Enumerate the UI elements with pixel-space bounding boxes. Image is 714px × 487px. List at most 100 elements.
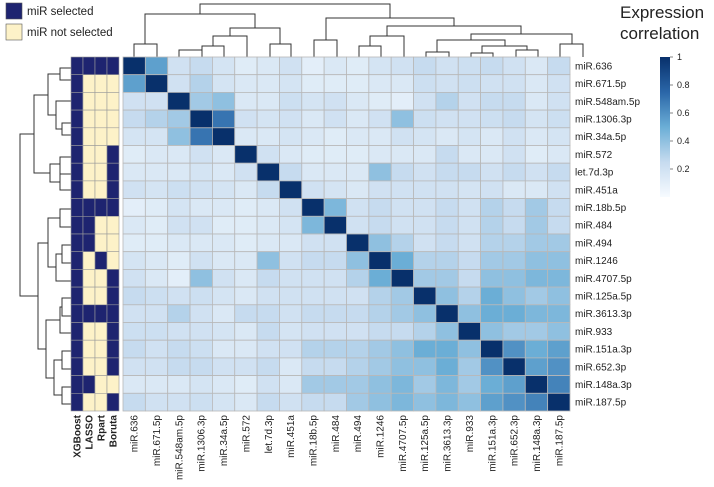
heatmap-cell	[279, 392, 303, 412]
heatmap-cell	[390, 127, 414, 146]
heatmap-cell	[122, 357, 146, 376]
heatmap-cell	[211, 339, 236, 359]
heatmap-cell	[346, 286, 370, 306]
column-label: miR.1246	[376, 415, 387, 458]
heatmap-cell	[368, 56, 392, 76]
heatmap-cell	[390, 304, 414, 323]
colorbar-title-line1: Expression	[620, 3, 704, 22]
heatmap-cell	[368, 233, 392, 253]
heatmap-cell	[256, 162, 280, 182]
heatmap-cell	[234, 375, 258, 394]
heatmap-cell	[211, 286, 236, 306]
heatmap-cell	[234, 233, 258, 253]
column-label: miR.18b.5p	[308, 415, 319, 467]
heatmap-cell	[390, 251, 414, 270]
heatmap-cell	[234, 215, 258, 235]
heatmap-cell	[457, 198, 482, 217]
heatmap-cell	[346, 322, 370, 341]
heatmap-cell	[211, 109, 236, 129]
heatmap-cell	[189, 268, 213, 288]
selection-cell	[82, 233, 96, 253]
heatmap-cell	[368, 304, 392, 323]
selection-cell	[94, 216, 108, 235]
heatmap-cell	[211, 180, 236, 199]
heatmap-cell	[122, 127, 146, 146]
heatmap-cell	[144, 339, 169, 359]
heatmap-cell	[480, 357, 504, 376]
heatmap-cell	[256, 92, 280, 111]
heatmap-cell	[547, 56, 571, 76]
heatmap-cell	[211, 127, 236, 146]
heatmap-cell	[480, 304, 504, 323]
selection-cell	[70, 304, 84, 323]
heatmap-cell	[390, 215, 414, 235]
column-label: miR.187.5p	[554, 415, 565, 467]
heatmap-cell	[502, 215, 526, 235]
heatmap-cell	[457, 233, 482, 253]
heatmap-cell	[413, 286, 437, 306]
heatmap-cell	[279, 339, 303, 359]
heatmap-cell	[279, 357, 303, 376]
row-label: miR.1246	[575, 256, 618, 267]
heatmap-cell	[211, 268, 236, 288]
heatmap-cell	[189, 92, 213, 111]
heatmap-cell	[368, 357, 392, 376]
heatmap-cell	[502, 233, 526, 253]
heatmap-cell	[279, 286, 303, 306]
selection-cell	[70, 251, 84, 270]
heatmap-cell	[189, 127, 213, 146]
row-labels: miR.636 miR.671.5p miR.548am.5p miR.1306.3p…	[575, 61, 640, 408]
heatmap-cell	[547, 339, 571, 359]
heatmap-cell	[547, 322, 571, 341]
heatmap-cell	[167, 109, 191, 129]
selection-cell	[94, 233, 108, 253]
heatmap-cell	[301, 198, 325, 217]
row-dendrogram	[19, 67, 71, 405]
heatmap-cell	[122, 109, 146, 129]
selection-cell	[82, 322, 96, 341]
heatmap-cell	[413, 322, 437, 341]
heatmap-cell	[346, 109, 370, 129]
heatmap-cell	[457, 251, 482, 270]
heatmap-cell	[323, 268, 347, 288]
heatmap-cell	[524, 375, 549, 394]
heatmap-cell	[144, 74, 169, 93]
heatmap-cell	[368, 215, 392, 235]
heatmap-cell	[502, 56, 526, 76]
heatmap-cell	[524, 92, 549, 111]
heatmap-cell	[144, 322, 169, 341]
heatmap-cell	[435, 251, 459, 270]
column-labels: miR.636 miR.671.5p miR.548am.5p miR.1306.3p…	[130, 415, 566, 480]
heatmap-cell	[368, 375, 392, 394]
selection-cell	[94, 375, 108, 394]
heatmap-cell	[234, 268, 258, 288]
heatmap-cell	[346, 145, 370, 164]
heatmap-cell	[301, 215, 325, 235]
selection-cell	[70, 56, 84, 76]
heatmap-cell	[167, 357, 191, 376]
heatmap-cell	[480, 180, 504, 199]
column-label: miR.34a.5p	[219, 415, 230, 467]
column-label: miR.4707.5p	[398, 415, 409, 472]
heatmap-cell	[279, 215, 303, 235]
selection-cell	[70, 392, 84, 412]
column-label: miR.652.3p	[510, 415, 521, 467]
heatmap-cell	[502, 127, 526, 146]
selection-cell	[82, 375, 96, 394]
heatmap-cell	[413, 375, 437, 394]
heatmap-cell	[323, 127, 347, 146]
selection-cell	[82, 56, 96, 76]
heatmap-cell	[144, 392, 169, 412]
selection-cell	[106, 56, 120, 76]
heatmap-cell	[144, 286, 169, 306]
heatmap-cell	[189, 162, 213, 182]
selection-method-label: Boruta	[109, 415, 120, 448]
heatmap-cell	[189, 215, 213, 235]
heatmap-cell	[301, 74, 325, 93]
heatmap-cell	[301, 322, 325, 341]
heatmap-cell	[323, 215, 347, 235]
heatmap-cell	[323, 198, 347, 217]
column-label: miR.484	[331, 415, 342, 453]
heatmap-cell	[547, 268, 571, 288]
